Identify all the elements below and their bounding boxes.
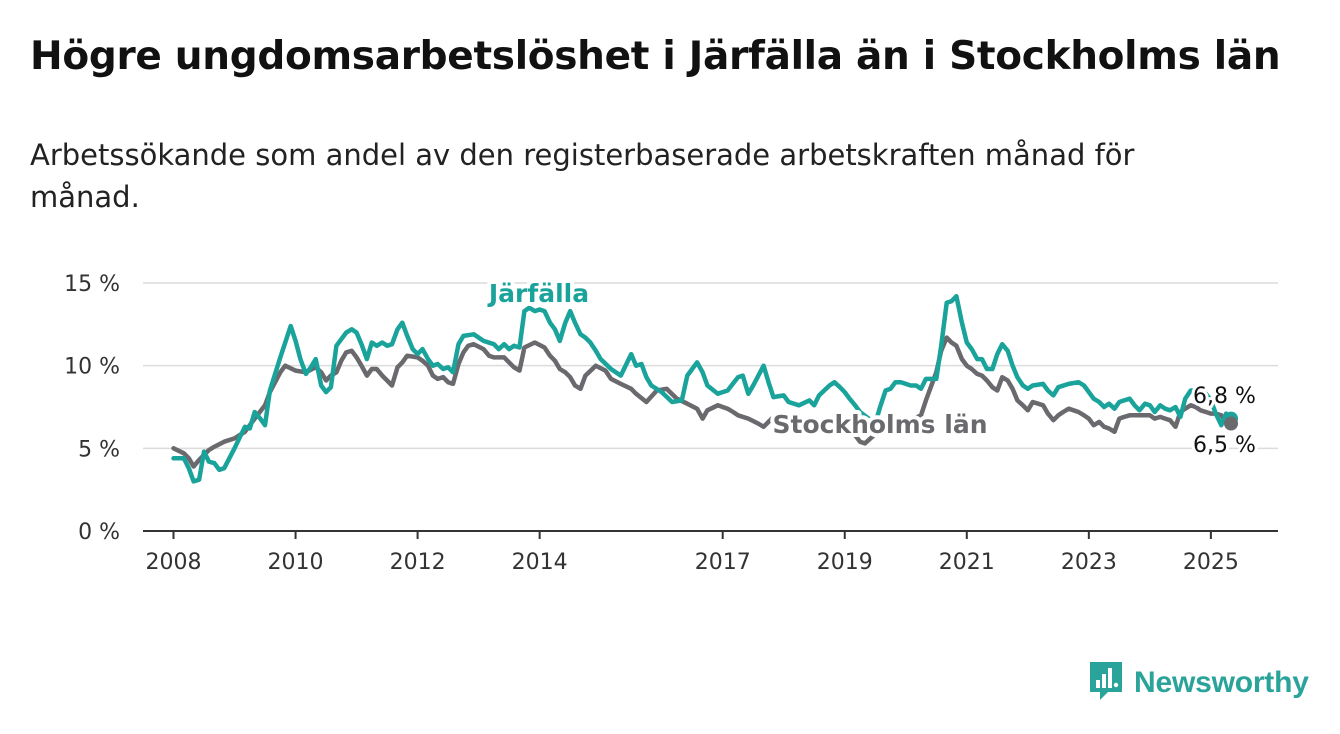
series-label-jarfalla: Järfälla bbox=[487, 279, 589, 308]
x-tick-label: 2010 bbox=[268, 550, 324, 575]
x-tick-label: 2014 bbox=[512, 550, 568, 575]
x-tick-label: 2021 bbox=[939, 550, 995, 575]
x-tick-label: 2012 bbox=[390, 550, 446, 575]
chart-title: Högre ungdomsarbetslöshet i Järfälla än … bbox=[30, 34, 1281, 79]
x-tick-label: 2023 bbox=[1061, 550, 1117, 575]
y-tick-label: 5 % bbox=[78, 437, 120, 462]
end-label-jarfalla: 6,8 % bbox=[1193, 384, 1256, 409]
x-tick-label: 2008 bbox=[146, 550, 202, 575]
series-line-stockholm bbox=[171, 335, 1234, 469]
newsworthy-logo: Newsworthy bbox=[1088, 660, 1309, 706]
series-label-stockholm: Stockholms län bbox=[773, 410, 988, 439]
end-label-stockholm: 6,5 % bbox=[1193, 433, 1256, 458]
end-marker-stockholm bbox=[1224, 416, 1239, 431]
brand-name: Newsworthy bbox=[1134, 666, 1309, 699]
x-tick-label: 2025 bbox=[1183, 550, 1239, 575]
y-tick-label: 15 % bbox=[64, 272, 120, 297]
series-line-jarfalla bbox=[171, 293, 1234, 484]
chart-subtitle: Arbetssökande som andel av den registerb… bbox=[30, 138, 1135, 214]
y-tick-label: 10 % bbox=[64, 355, 120, 380]
x-tick-label: 2019 bbox=[817, 550, 873, 575]
bar-chart-logo-icon bbox=[1088, 660, 1124, 706]
x-tick-label: 2017 bbox=[695, 550, 751, 575]
y-tick-label: 0 % bbox=[78, 520, 120, 545]
